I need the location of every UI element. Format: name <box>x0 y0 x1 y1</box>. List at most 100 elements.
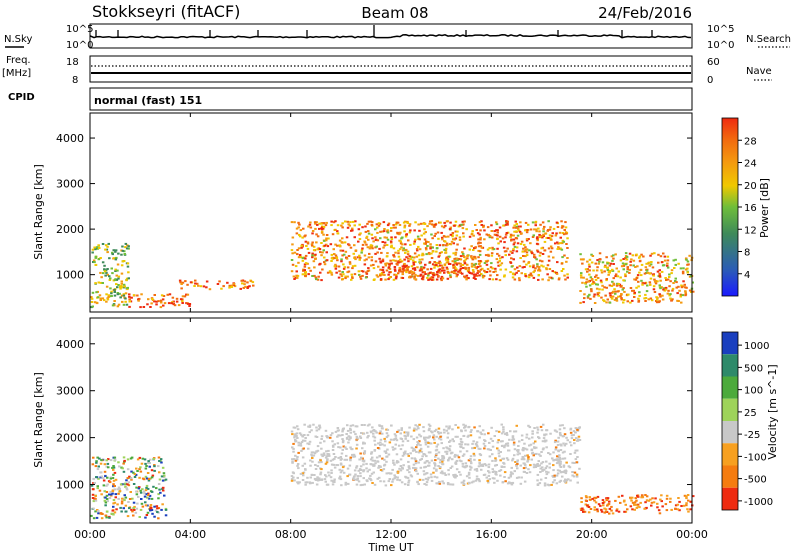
echo-cell <box>360 251 363 254</box>
echo-cell <box>118 488 121 490</box>
echo-cell <box>340 452 344 455</box>
echo-cell <box>494 471 498 473</box>
echo-cell <box>94 264 97 266</box>
echo-cell <box>622 279 625 282</box>
echo-cell <box>524 229 527 232</box>
echo-cell <box>448 228 452 231</box>
echo-cell <box>103 264 106 267</box>
echo-cell <box>605 301 608 304</box>
range-tick-label: 3000 <box>56 178 84 191</box>
echo-cell <box>528 437 531 440</box>
echo-cell <box>185 293 188 296</box>
echo-cell <box>110 267 113 270</box>
echo-cell <box>301 257 305 260</box>
echo-cell <box>314 253 317 256</box>
echo-cell <box>399 469 403 472</box>
echo-cell <box>670 508 673 511</box>
echo-cell <box>390 236 393 239</box>
echo-cell <box>95 246 99 249</box>
echo-cell <box>394 437 398 440</box>
echo-cell <box>640 496 643 499</box>
echo-cell <box>341 430 344 433</box>
echo-cell <box>551 277 554 280</box>
echo-cell <box>449 452 453 455</box>
echo-cell <box>446 243 449 246</box>
echo-cell <box>576 439 580 442</box>
echo-cell <box>558 459 561 462</box>
echo-cell <box>479 236 482 239</box>
echo-cell <box>613 298 617 301</box>
echo-cell <box>177 304 181 307</box>
echo-cell <box>290 270 294 273</box>
echo-cell <box>657 509 661 512</box>
echo-cell <box>406 434 410 437</box>
echo-cell <box>429 245 432 248</box>
echo-cell <box>478 425 481 428</box>
echo-cell <box>604 294 607 297</box>
echo-cell <box>136 502 139 505</box>
echo-cell <box>390 238 394 240</box>
echo-cell <box>528 265 532 268</box>
velocity-colorbar-block <box>722 443 738 466</box>
echo-cell <box>320 231 324 234</box>
echo-cell <box>373 483 377 486</box>
echo-cell <box>105 293 108 296</box>
echo-cell <box>538 269 542 272</box>
echo-cell <box>548 234 552 237</box>
echo-cell <box>445 452 449 455</box>
echo-cell <box>480 468 483 471</box>
echo-cell <box>426 225 429 228</box>
echo-cell <box>526 459 530 462</box>
echo-cell <box>622 299 626 301</box>
echo-cell <box>341 254 344 257</box>
echo-cell <box>517 476 521 479</box>
echo-cell <box>688 289 692 292</box>
nave-label: Nave <box>746 66 772 77</box>
echo-cell <box>334 243 337 246</box>
echo-cell <box>308 440 312 443</box>
echo-cell <box>587 263 591 266</box>
echo-cell <box>617 270 620 273</box>
power-colorbar-tick-label: 28 <box>744 136 757 147</box>
echo-cell <box>318 479 321 481</box>
echo-cell <box>109 477 113 480</box>
echo-cell <box>595 287 599 290</box>
echo-cell <box>556 241 559 244</box>
echo-cell <box>434 459 437 462</box>
echo-cell <box>359 484 363 487</box>
echo-cell <box>399 465 403 467</box>
echo-cell <box>491 278 495 281</box>
echo-cell <box>594 496 598 499</box>
echo-cell <box>91 493 95 496</box>
echo-cell <box>460 430 463 433</box>
echo-cell <box>379 230 382 233</box>
echo-cell <box>322 233 325 236</box>
echo-cell <box>515 230 518 233</box>
echo-cell <box>93 246 96 249</box>
echo-cell <box>404 475 407 478</box>
echo-cell <box>488 247 491 250</box>
echo-cell <box>539 454 542 457</box>
velocity-colorbar-frame <box>721 331 739 511</box>
echo-cell <box>621 288 624 291</box>
echo-cell <box>293 436 296 439</box>
echo-cell <box>424 263 427 266</box>
echo-cell <box>441 480 444 483</box>
echo-cell <box>582 510 585 513</box>
echo-cell <box>370 451 374 454</box>
echo-cell <box>295 232 299 235</box>
echo-cell <box>433 235 436 237</box>
echo-cell <box>138 476 141 479</box>
echo-cell <box>124 482 127 485</box>
echo-cell <box>163 494 166 497</box>
echo-cell <box>473 426 476 429</box>
echo-cell <box>349 221 352 224</box>
echo-cell <box>460 460 463 463</box>
echo-cell <box>533 427 536 429</box>
echo-cell <box>486 268 490 271</box>
velocity-ylabel: Slant Range [km] <box>32 372 45 468</box>
echo-cell <box>367 232 371 235</box>
echo-cell <box>124 292 128 295</box>
echo-cell <box>119 285 122 288</box>
echo-cell <box>509 261 513 264</box>
